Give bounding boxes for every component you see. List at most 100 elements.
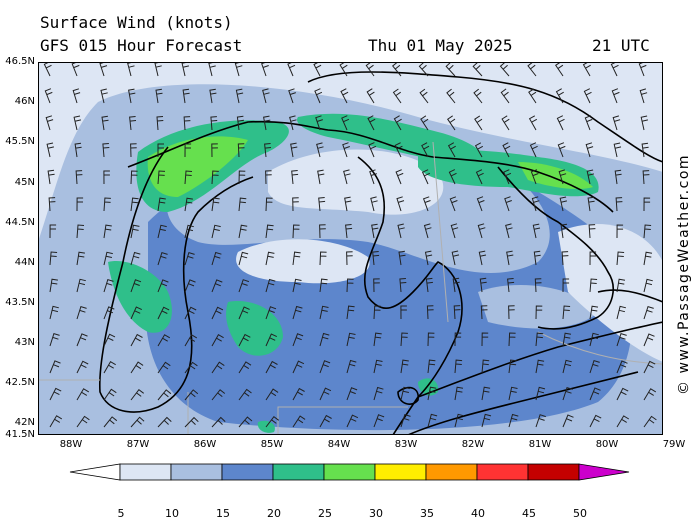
wind-barb <box>365 62 375 77</box>
lon-label: 81W <box>528 439 552 450</box>
legend-label: 15 <box>216 507 230 520</box>
wind-barb <box>292 360 305 374</box>
legend-label: 50 <box>573 507 587 520</box>
wind-barb <box>454 386 464 401</box>
wind-barb <box>400 386 410 401</box>
wind-barb <box>508 305 515 320</box>
wind-barb <box>238 306 250 320</box>
wind-barb <box>473 88 483 104</box>
wind-barb <box>615 197 623 212</box>
legend-swatch <box>425 463 478 481</box>
legend-swatch <box>170 463 223 481</box>
wind-barb <box>561 251 569 266</box>
wind-barb <box>499 62 510 77</box>
wind-barb <box>502 142 511 158</box>
wind-barb <box>589 414 602 428</box>
wind-barb <box>211 416 226 428</box>
wind-barb <box>559 196 568 212</box>
wind-barb <box>211 306 224 320</box>
wind-barb <box>453 305 461 320</box>
wind-barb <box>643 388 657 401</box>
wind-barb <box>533 250 541 266</box>
wind-barb <box>292 197 299 212</box>
wind-barb <box>562 332 572 347</box>
wind-barb <box>422 196 431 212</box>
wind-barb <box>103 333 116 347</box>
wind-barb <box>395 169 404 185</box>
wind-barb <box>183 116 191 131</box>
wind-barb <box>532 223 541 239</box>
wind-barb <box>103 224 112 239</box>
wind-barb <box>452 277 460 293</box>
wind-barb <box>236 115 244 131</box>
wind-barb <box>315 115 323 131</box>
wind-barb <box>184 251 195 266</box>
wind-barb <box>211 143 218 158</box>
wind-barb <box>555 62 564 77</box>
wind-barb <box>130 197 139 212</box>
wind-barb <box>130 389 144 401</box>
wind-barb <box>612 115 621 131</box>
wind-barb <box>372 251 380 266</box>
wind-barb <box>103 306 115 320</box>
wind-barb <box>555 88 564 104</box>
wind-barb <box>103 251 113 266</box>
wind-barb <box>447 142 456 158</box>
wind-barb <box>237 143 245 158</box>
lat-label: 42N <box>14 417 35 428</box>
wind-barb <box>76 305 87 320</box>
wind-barb <box>49 251 58 266</box>
wind-barb <box>76 388 90 401</box>
wind-barb <box>211 334 224 347</box>
legend-swatch <box>527 463 580 481</box>
wind-barb <box>210 116 218 131</box>
wind-barb <box>643 333 655 347</box>
wind-barb <box>366 88 375 104</box>
wind-barb <box>368 142 377 158</box>
legend-swatch <box>221 463 274 481</box>
wind-barb <box>508 332 516 347</box>
wind-barb <box>319 332 330 347</box>
wind-barb <box>341 115 350 131</box>
wind-barb <box>447 115 456 131</box>
wind-barb <box>48 197 56 212</box>
wind-barb <box>427 413 438 428</box>
wind-speed-legend <box>69 463 630 481</box>
wind-barb <box>319 387 332 401</box>
wind-barb <box>346 278 354 293</box>
wind-barb <box>130 279 142 293</box>
wind-barb <box>527 62 537 77</box>
legend-swatch <box>323 463 376 481</box>
lat-label: 44.5N <box>5 217 35 228</box>
wind-barb <box>562 278 570 293</box>
wind-barb <box>427 386 437 401</box>
wind-barb <box>265 251 275 266</box>
wind-barb <box>318 197 326 212</box>
wind-barb <box>369 169 377 185</box>
wind-barb <box>211 361 225 374</box>
wind-barb <box>528 115 538 131</box>
wind-barb <box>130 170 138 185</box>
wind-barb <box>49 305 59 320</box>
wind-barb <box>399 278 407 293</box>
wind-barb <box>130 143 137 158</box>
wind-barb <box>292 224 300 239</box>
wind-barb <box>557 142 566 158</box>
wind-barb <box>238 388 252 401</box>
wind-barb <box>238 170 246 185</box>
lon-label: 86W <box>193 439 217 450</box>
wind-barb <box>528 88 537 104</box>
wind-barb <box>238 361 252 374</box>
wind-barb <box>585 142 594 158</box>
wind-barb <box>292 305 303 320</box>
wind-barb <box>478 250 487 266</box>
wind-barb <box>76 224 85 239</box>
wind-barb <box>367 115 376 131</box>
wind-barb <box>238 416 253 428</box>
wind-barb <box>291 170 299 185</box>
wind-barb <box>157 389 172 401</box>
wind-barb <box>211 197 220 212</box>
wind-barb <box>370 196 378 212</box>
wind-barb <box>235 88 244 104</box>
wind-barb <box>450 223 459 239</box>
